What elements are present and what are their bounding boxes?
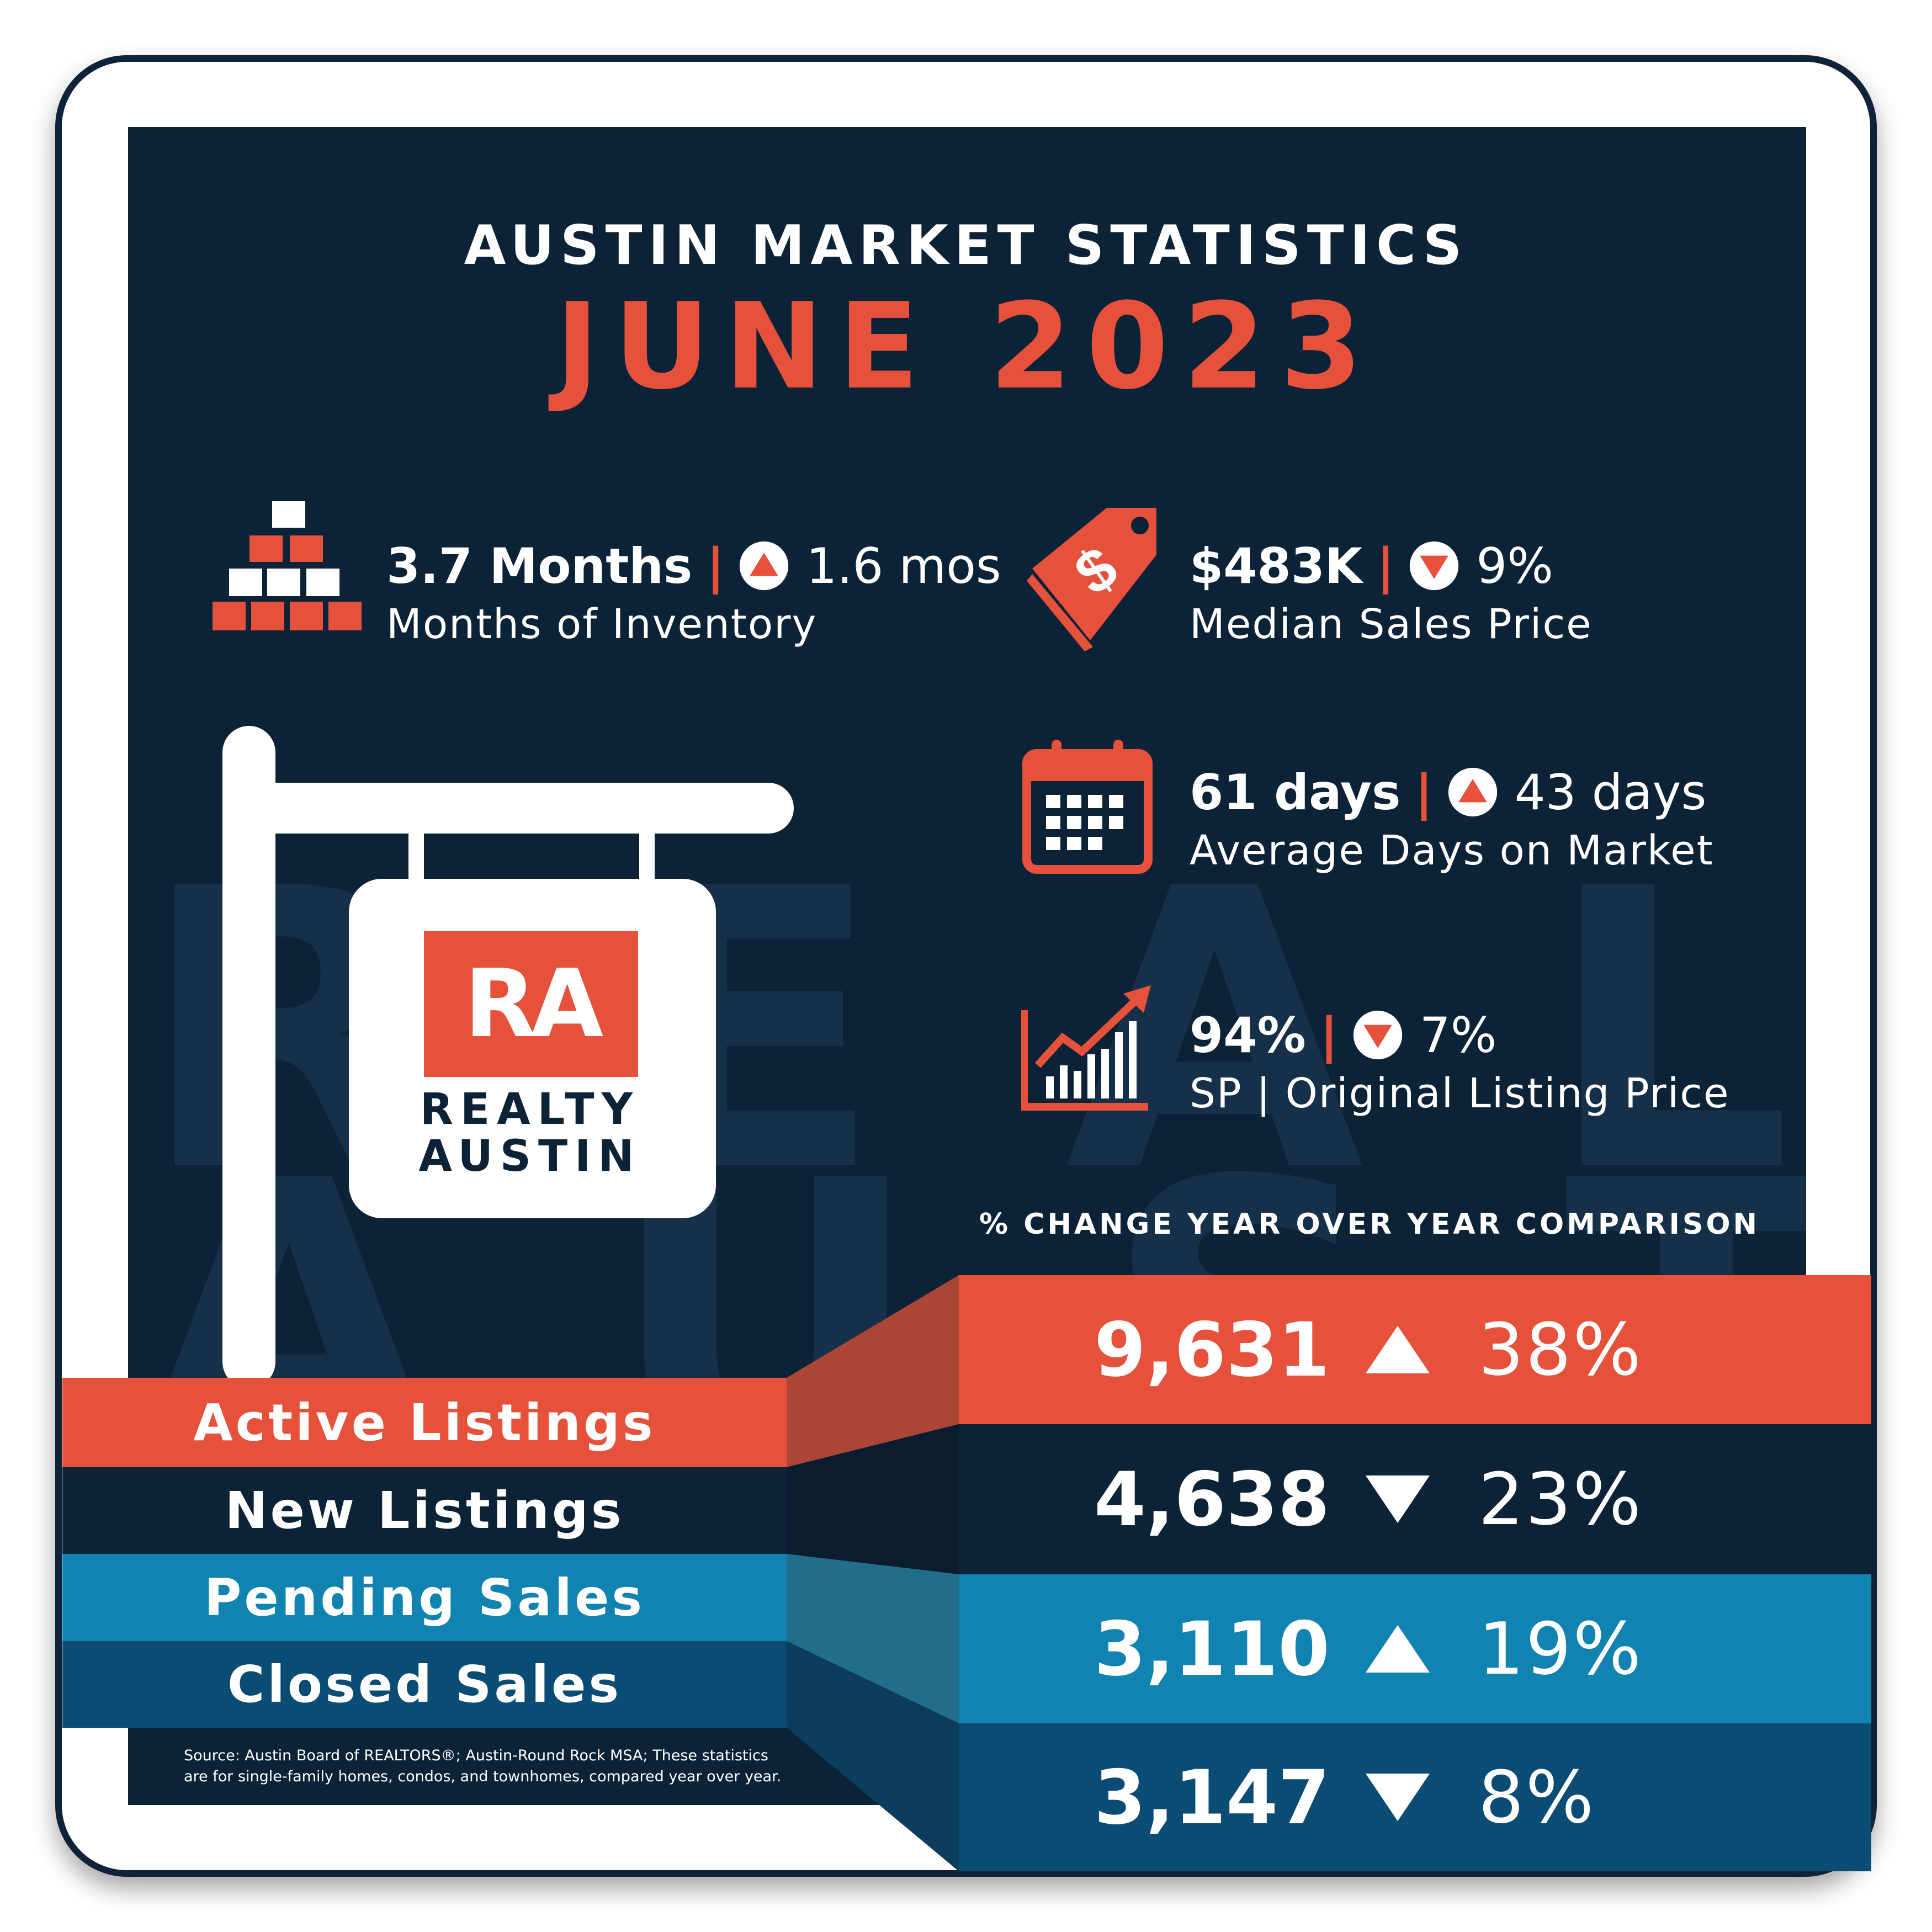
divider: | bbox=[1377, 537, 1395, 595]
row-change: 38% bbox=[1478, 1308, 1643, 1392]
row-value: 3,147 bbox=[1094, 1754, 1330, 1841]
boxes-icon bbox=[213, 501, 362, 630]
triangle-up-circle-icon bbox=[1448, 767, 1497, 817]
stat-value: 94% bbox=[1190, 1006, 1306, 1064]
divider: | bbox=[1320, 1006, 1338, 1064]
page-title: AUSTIN MARKET STATISTICS bbox=[464, 214, 1468, 277]
ra-logo: RA bbox=[424, 931, 638, 1077]
triangle-up-circle-icon bbox=[740, 541, 789, 591]
row-change: 8% bbox=[1478, 1755, 1596, 1839]
triangle-down-circle-icon bbox=[1353, 1010, 1402, 1060]
row-closed-sales: 3,147 8% bbox=[959, 1723, 1871, 1871]
stat-label: SP | Original Listing Price bbox=[1190, 1070, 1730, 1117]
divider: | bbox=[1415, 763, 1433, 821]
divider: | bbox=[707, 537, 725, 595]
calendar-icon bbox=[1022, 740, 1153, 874]
arrow-down-icon bbox=[1366, 1475, 1430, 1523]
legend-text: % CHANGE YEAR OVER YEAR COMPARISON bbox=[979, 1208, 1760, 1241]
price-tag-icon: $ bbox=[1027, 508, 1156, 651]
source-line1: Source: Austin Board of REALTORS®; Austi… bbox=[184, 1747, 768, 1764]
triangle-down-circle-icon bbox=[1410, 541, 1459, 591]
sign-brand-line1: REALTY bbox=[420, 1085, 640, 1134]
label-new-listings: New Listings bbox=[225, 1481, 624, 1540]
stat-change: 9% bbox=[1476, 537, 1553, 595]
stat-label: Average Days on Market bbox=[1190, 827, 1714, 874]
arrow-down-icon bbox=[1366, 1774, 1430, 1821]
sign-brand-line2: AUSTIN bbox=[418, 1132, 641, 1181]
row-active-listings: 9,631 38% bbox=[959, 1275, 1871, 1424]
page-period: JUNE 2023 bbox=[555, 277, 1377, 416]
arrow-up-icon bbox=[1366, 1625, 1430, 1673]
row-change: 19% bbox=[1478, 1607, 1643, 1691]
stat-change: 7% bbox=[1419, 1006, 1497, 1064]
stat-median-price: $483K | 9% Median Sales Price bbox=[1190, 535, 1593, 649]
label-pending-sales: Pending Sales bbox=[204, 1568, 645, 1627]
label-closed-sales: Closed Sales bbox=[227, 1655, 622, 1714]
row-value: 9,631 bbox=[1094, 1306, 1330, 1393]
stat-inventory: 3.7 Months | 1.6 mos Months of Inventory bbox=[386, 535, 1001, 649]
stat-value: $483K bbox=[1190, 537, 1363, 595]
stat-change: 43 days bbox=[1514, 763, 1707, 821]
source-line2: are for single-family homes, condos, and… bbox=[184, 1768, 782, 1785]
row-value: 4,638 bbox=[1094, 1456, 1330, 1543]
stat-value: 61 days bbox=[1190, 763, 1401, 821]
source-note: Source: Austin Board of REALTORS®; Austi… bbox=[184, 1745, 791, 1787]
yoy-legend: % CHANGE YEAR OVER YEAR COMPARISON bbox=[967, 1208, 1757, 1241]
label-active-listings: Active Listings bbox=[193, 1393, 656, 1452]
row-change: 23% bbox=[1478, 1457, 1643, 1541]
stat-sp-olp: 94% | 7% SP | Original Listing Price bbox=[1190, 1005, 1730, 1118]
arrow-up-icon bbox=[1366, 1326, 1430, 1373]
stat-label: Median Sales Price bbox=[1190, 601, 1593, 648]
stat-days-on-market: 61 days | 43 days Average Days on Market bbox=[1190, 762, 1714, 875]
stat-change: 1.6 mos bbox=[806, 537, 1001, 595]
stat-value: 3.7 Months bbox=[386, 537, 693, 595]
stat-label: Months of Inventory bbox=[386, 601, 818, 648]
row-pending-sales: 3,110 19% bbox=[959, 1574, 1871, 1723]
row-new-listings: 4,638 23% bbox=[959, 1424, 1871, 1574]
row-value: 3,110 bbox=[1094, 1605, 1330, 1692]
growth-chart-icon bbox=[1021, 985, 1151, 1111]
